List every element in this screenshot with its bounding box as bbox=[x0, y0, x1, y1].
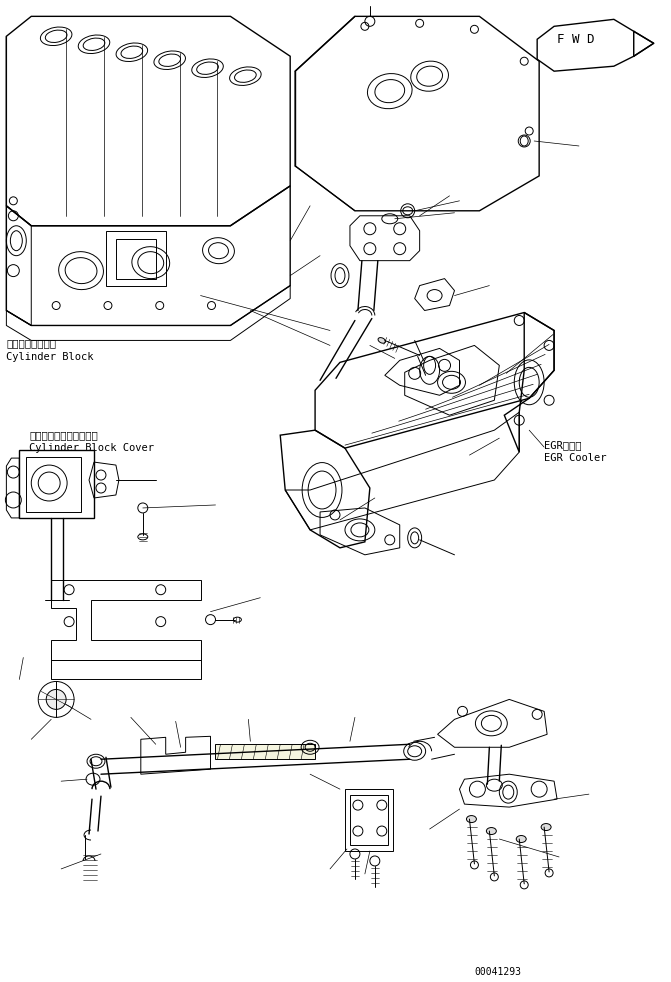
Bar bbox=[215, 744, 315, 759]
Bar bbox=[350, 795, 388, 845]
Ellipse shape bbox=[516, 836, 526, 843]
Text: EGRクーラ: EGRクーラ bbox=[544, 440, 582, 450]
Ellipse shape bbox=[466, 816, 476, 823]
Ellipse shape bbox=[486, 828, 497, 835]
Text: 00041293: 00041293 bbox=[474, 966, 521, 977]
Ellipse shape bbox=[378, 338, 386, 344]
Bar bbox=[26, 457, 81, 512]
Text: シリンダブロックカバー: シリンダブロックカバー bbox=[30, 430, 98, 440]
Text: F W D: F W D bbox=[557, 33, 595, 46]
Bar bbox=[345, 790, 393, 851]
Text: EGR Cooler: EGR Cooler bbox=[544, 453, 607, 464]
Bar bbox=[116, 239, 156, 279]
Circle shape bbox=[46, 689, 66, 709]
Ellipse shape bbox=[541, 824, 551, 831]
Bar bbox=[106, 231, 166, 286]
Bar bbox=[19, 450, 94, 518]
Text: Cylinder Block Cover: Cylinder Block Cover bbox=[30, 443, 154, 453]
Text: シリンダブロック: シリンダブロック bbox=[6, 339, 56, 349]
Text: Cylinder Block: Cylinder Block bbox=[6, 353, 94, 362]
Polygon shape bbox=[634, 31, 654, 56]
